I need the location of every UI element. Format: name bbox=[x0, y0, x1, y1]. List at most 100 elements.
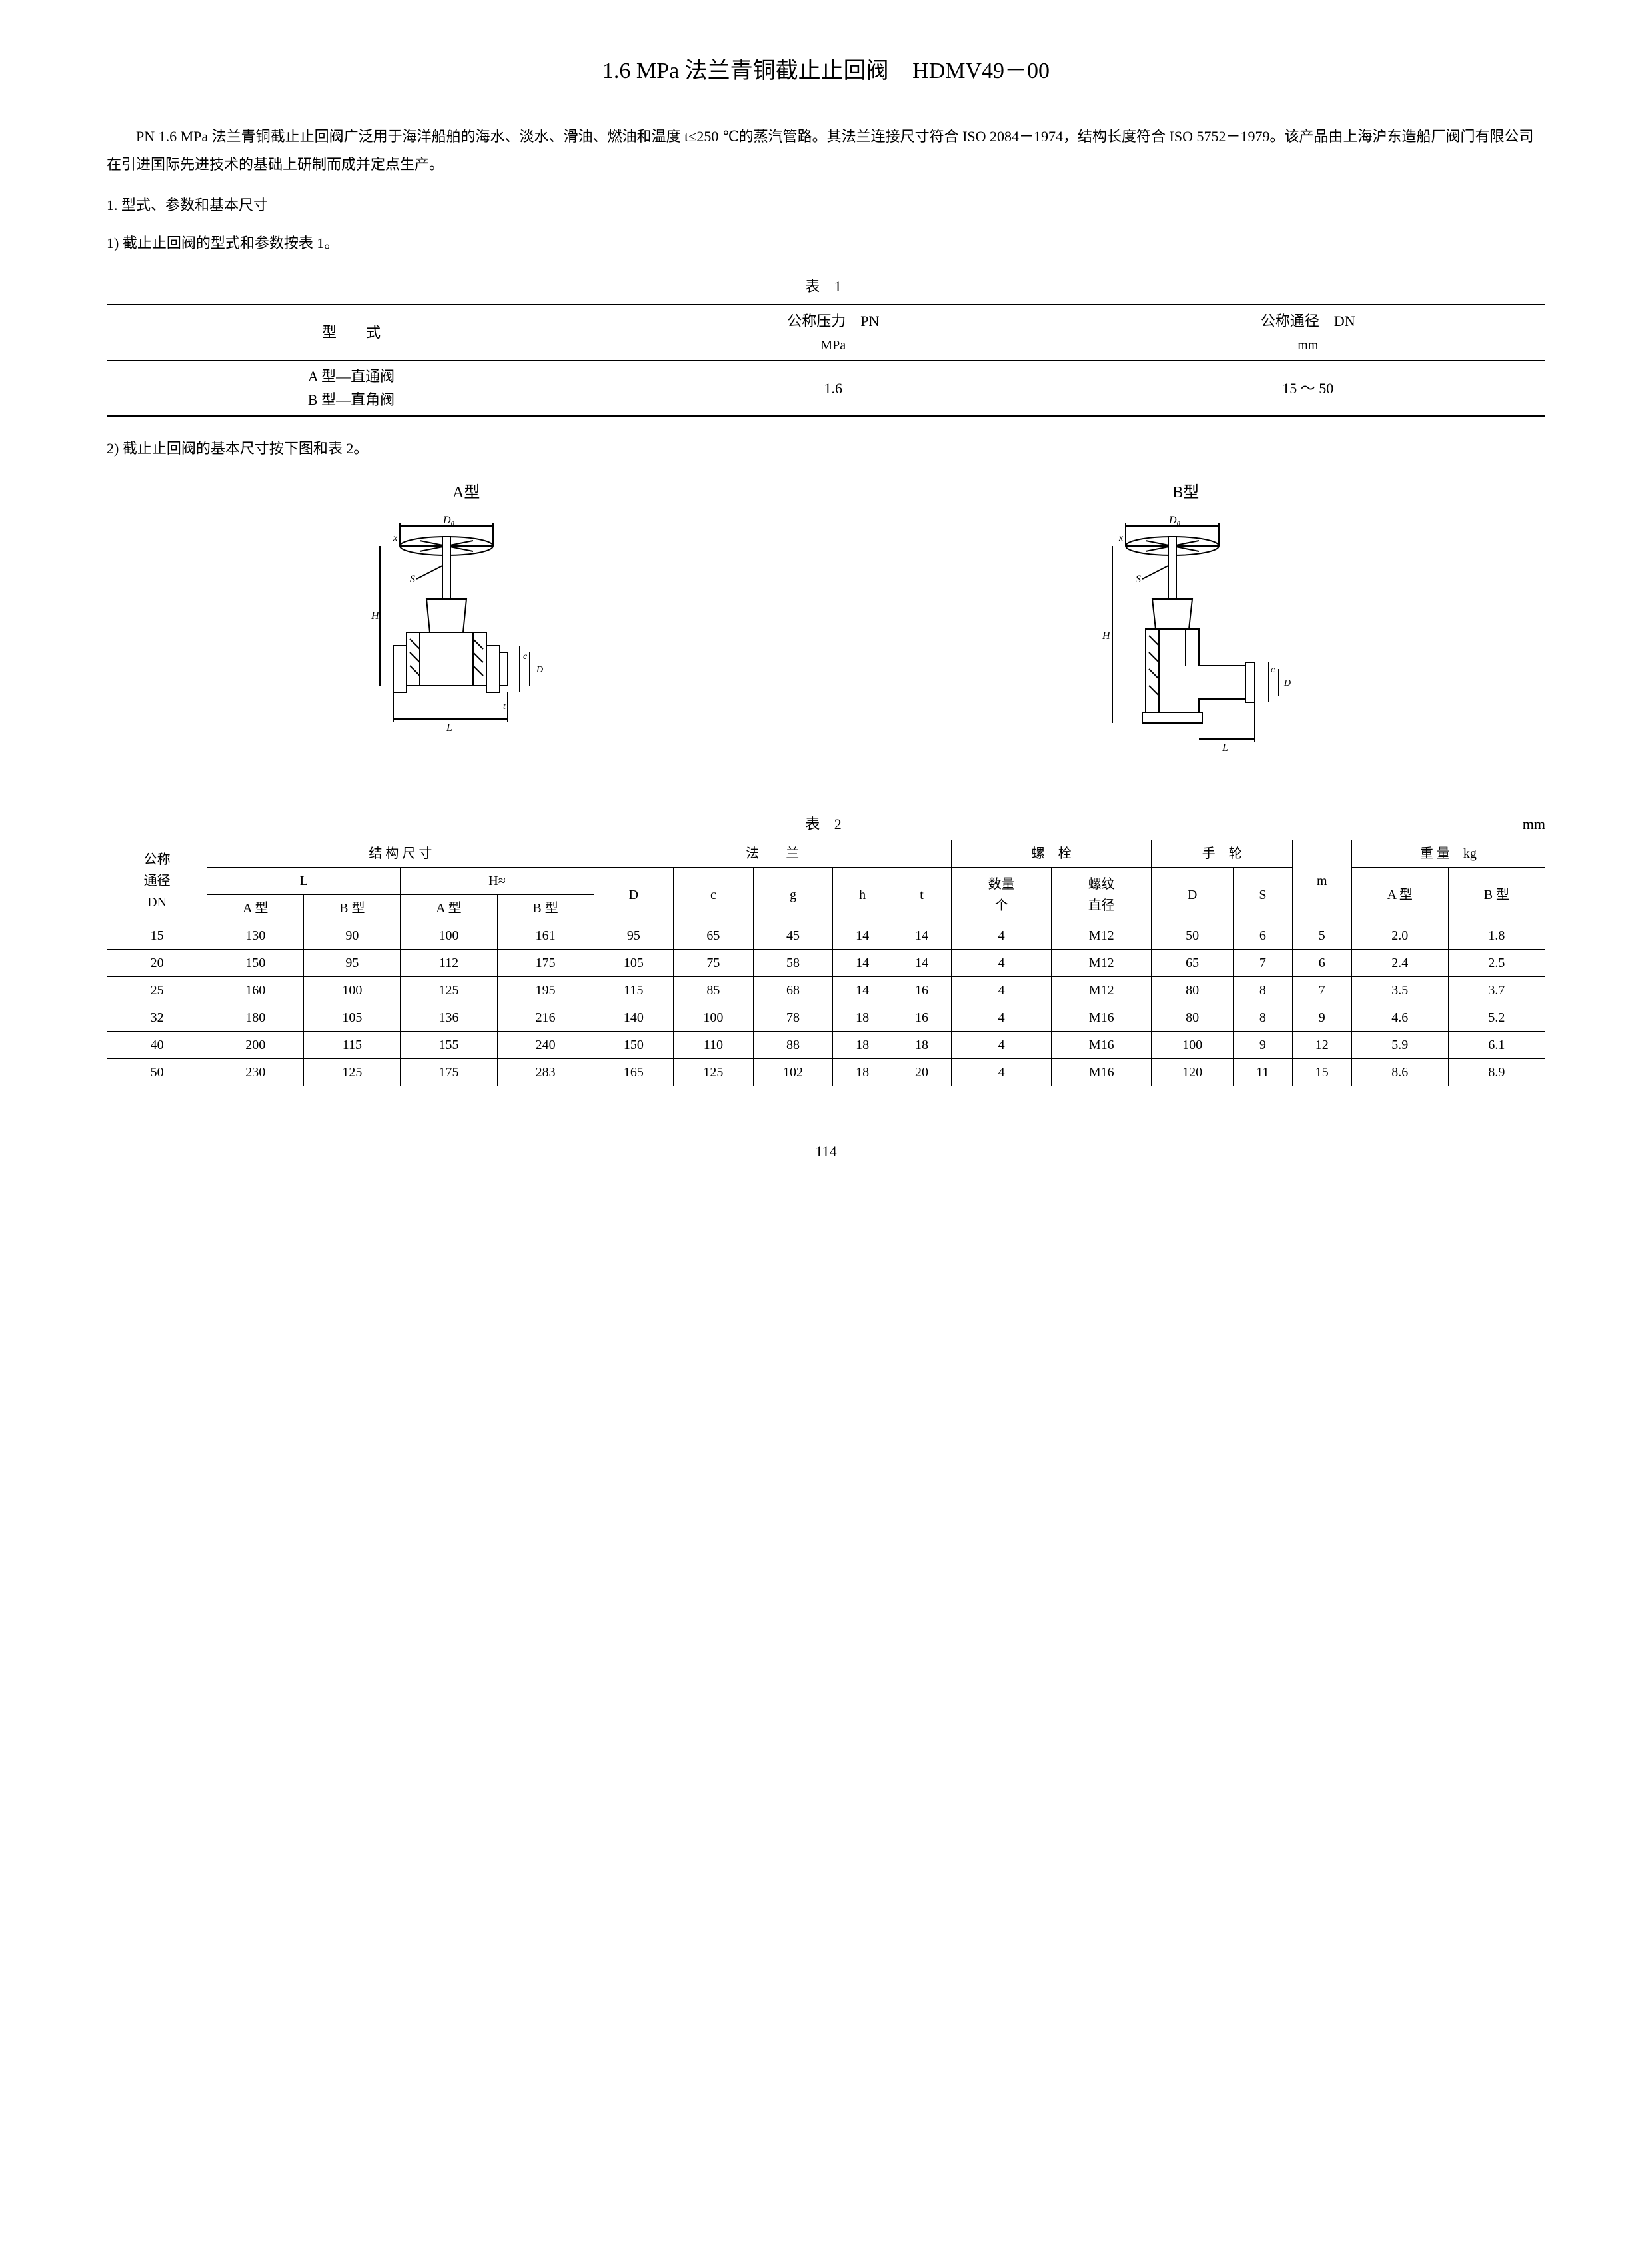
table-row: 5023012517528316512510218204M1612011158.… bbox=[107, 1059, 1545, 1086]
table-cell: 105 bbox=[594, 950, 674, 977]
dim-x: x bbox=[393, 533, 398, 543]
table-cell: 18 bbox=[833, 1004, 892, 1032]
table-cell: 4.6 bbox=[1351, 1004, 1448, 1032]
dim-c-b: c bbox=[1271, 665, 1275, 675]
table-cell: 8 bbox=[1233, 977, 1292, 1004]
table-cell: 115 bbox=[594, 977, 674, 1004]
table-row: 25160100125195115856814164M1280873.53.7 bbox=[107, 977, 1545, 1004]
table-cell: 9 bbox=[1233, 1032, 1292, 1059]
dim-S-b: S bbox=[1136, 574, 1141, 585]
table-cell: M12 bbox=[1052, 950, 1152, 977]
table-cell: 160 bbox=[207, 977, 304, 1004]
section-1: 1. 型式、参数和基本尺寸 bbox=[107, 193, 1545, 217]
t2-lift-head: m bbox=[1292, 840, 1351, 922]
table-cell: 78 bbox=[753, 1004, 833, 1032]
t2-WB-head: B 型 bbox=[1448, 868, 1545, 922]
table-cell: 18 bbox=[833, 1032, 892, 1059]
t2-S-head: S bbox=[1233, 868, 1292, 922]
t2-Dw-head: D bbox=[1152, 868, 1234, 922]
table-cell: M16 bbox=[1052, 1004, 1152, 1032]
t2-HA-head: A 型 bbox=[401, 895, 497, 922]
table-cell: 115 bbox=[304, 1032, 401, 1059]
table-cell: 2.0 bbox=[1351, 922, 1448, 950]
diagram-a-label: A型 bbox=[353, 480, 580, 505]
table-cell: 110 bbox=[674, 1032, 754, 1059]
table-cell: 175 bbox=[401, 1059, 497, 1086]
table-cell: 120 bbox=[1152, 1059, 1234, 1086]
table-cell: 283 bbox=[497, 1059, 594, 1086]
table-cell: 68 bbox=[753, 977, 833, 1004]
table-cell: 100 bbox=[1152, 1032, 1234, 1059]
t2-HB-head: B 型 bbox=[497, 895, 594, 922]
table-cell: 175 bbox=[497, 950, 594, 977]
table-cell: 95 bbox=[304, 950, 401, 977]
table-cell: 150 bbox=[594, 1032, 674, 1059]
table-cell: 6 bbox=[1292, 950, 1351, 977]
table2-caption: 表 2 bbox=[107, 812, 1545, 836]
t2-c-head: c bbox=[674, 868, 754, 922]
table-cell: 8.6 bbox=[1351, 1059, 1448, 1086]
table-cell: 150 bbox=[207, 950, 304, 977]
table-cell: 125 bbox=[674, 1059, 754, 1086]
dim-S: S bbox=[410, 574, 415, 585]
t2-qty-head: 数量 个 bbox=[951, 868, 1051, 922]
table-cell: 25 bbox=[107, 977, 207, 1004]
table-cell: 80 bbox=[1152, 977, 1234, 1004]
table-cell: 165 bbox=[594, 1059, 674, 1086]
t2-D-head: D bbox=[594, 868, 674, 922]
valve-diagram-a-icon: D₀ S L D c H x t bbox=[353, 513, 580, 766]
table-cell: 5.2 bbox=[1448, 1004, 1545, 1032]
table-cell: 216 bbox=[497, 1004, 594, 1032]
table-cell: 136 bbox=[401, 1004, 497, 1032]
diagrams-row: A型 bbox=[107, 480, 1545, 772]
table-cell: 75 bbox=[674, 950, 754, 977]
table-row: 402001151552401501108818184M161009125.96… bbox=[107, 1032, 1545, 1059]
table-cell: 45 bbox=[753, 922, 833, 950]
intro-paragraph: PN 1.6 MPa 法兰青铜截止止回阀广泛用于海洋船舶的海水、淡水、滑油、燃油… bbox=[107, 123, 1545, 179]
table-cell: 58 bbox=[753, 950, 833, 977]
table-cell: 130 bbox=[207, 922, 304, 950]
t1-typeB: B 型—直角阀 bbox=[308, 391, 395, 408]
table1: 型 式 公称压力 PN MPa 公称通径 DN mm A 型—直通阀 B 型—直… bbox=[107, 304, 1545, 417]
table-cell: 3.7 bbox=[1448, 977, 1545, 1004]
t1-col1-label: 型 式 bbox=[322, 324, 381, 341]
t1-col3-unit: mm bbox=[1297, 338, 1318, 353]
table-cell: 240 bbox=[497, 1032, 594, 1059]
table-cell: 14 bbox=[833, 922, 892, 950]
table-cell: 4 bbox=[951, 1059, 1051, 1086]
table-cell: 11 bbox=[1233, 1059, 1292, 1086]
table-cell: 14 bbox=[833, 977, 892, 1004]
table-cell: 195 bbox=[497, 977, 594, 1004]
table-cell: 6 bbox=[1233, 922, 1292, 950]
table-cell: 7 bbox=[1292, 977, 1351, 1004]
diagram-a-block: A型 bbox=[353, 480, 580, 772]
dim-x-b: x bbox=[1118, 533, 1124, 543]
table-cell: 14 bbox=[833, 950, 892, 977]
table-cell: 100 bbox=[401, 922, 497, 950]
table-cell: 20 bbox=[892, 1059, 952, 1086]
dim-H-b: H bbox=[1102, 630, 1111, 642]
table-cell: 32 bbox=[107, 1004, 207, 1032]
t2-LA-head: A 型 bbox=[207, 895, 304, 922]
table-cell: 14 bbox=[892, 922, 952, 950]
table-cell: 140 bbox=[594, 1004, 674, 1032]
t2-thread-head: 螺纹 直径 bbox=[1052, 868, 1152, 922]
dim-D-b: D bbox=[1283, 678, 1291, 688]
table-cell: M16 bbox=[1052, 1059, 1152, 1086]
title-main: 1.6 MPa 法兰青铜截止止回阀 bbox=[602, 59, 889, 83]
table-cell: 18 bbox=[892, 1032, 952, 1059]
table-cell: 102 bbox=[753, 1059, 833, 1086]
dim-c: c bbox=[523, 652, 528, 662]
table-row: 321801051362161401007818164M1680894.65.2 bbox=[107, 1004, 1545, 1032]
t2-LB-head: B 型 bbox=[304, 895, 401, 922]
t1-col2-label: 公称压力 PN bbox=[787, 313, 879, 329]
table-cell: 2.4 bbox=[1351, 950, 1448, 977]
page-number: 114 bbox=[107, 1140, 1545, 1163]
table-cell: 9 bbox=[1292, 1004, 1351, 1032]
table-cell: 40 bbox=[107, 1032, 207, 1059]
t1-col2-unit: MPa bbox=[820, 338, 846, 353]
table-cell: 65 bbox=[1152, 950, 1234, 977]
t2-WA-head: A 型 bbox=[1351, 868, 1448, 922]
table-cell: 155 bbox=[401, 1032, 497, 1059]
table-cell: M16 bbox=[1052, 1032, 1152, 1059]
